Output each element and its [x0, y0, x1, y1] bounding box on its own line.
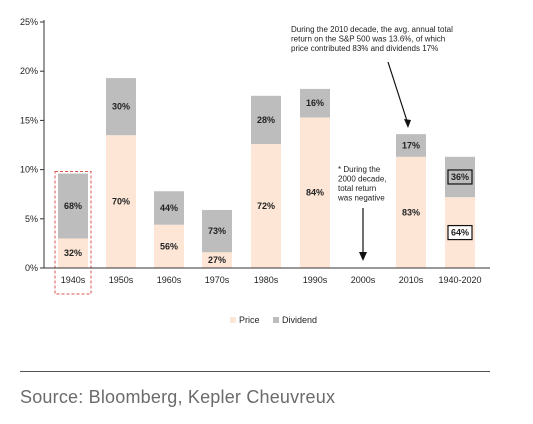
highlight-box [54, 171, 92, 295]
data-label-price: 27% [208, 255, 226, 265]
data-label-dividend: 68% [64, 201, 82, 211]
annotation-2000-line: total return [338, 184, 376, 193]
data-label-dividend: 30% [112, 102, 130, 112]
bar-dividend [106, 78, 136, 136]
legend-swatch [273, 317, 279, 323]
x-axis: 1940s 1950s 1960s 1970s 1980s 1990s 2000s 2010s… [44, 267, 490, 285]
bar-dividend [154, 191, 184, 225]
annotation-arrow-2010 [387, 61, 409, 125]
annotation-2000-line: * During the [338, 165, 381, 174]
annotation-2000-line: was negative [337, 194, 385, 203]
bar-dividend [300, 88, 330, 118]
data-label-dividend: 36% [451, 172, 469, 182]
x-tick-label: 1990s [303, 275, 328, 285]
y-tick-label: 0% [25, 263, 38, 273]
bar-dividend [445, 156, 475, 198]
y-tick-label: 5% [25, 214, 38, 224]
x-tick-label: 2000s [351, 275, 376, 285]
data-label-price: 72% [257, 201, 275, 211]
legend-swatch [230, 317, 236, 323]
data-label-dividend: 17% [402, 140, 420, 150]
legend: Price Dividend [230, 315, 317, 325]
annotations: During the 2010 decade, the avg. annual … [291, 25, 453, 261]
y-tick-label: 20% [20, 66, 38, 76]
x-tick-label: 1980s [254, 275, 279, 285]
x-tick-label: 1940s [61, 275, 86, 285]
label-box [447, 224, 473, 241]
bar-dividend [396, 134, 426, 157]
legend-label: Dividend [282, 315, 317, 325]
arrowhead-icon [404, 119, 411, 128]
data-label-price: 70% [112, 197, 130, 207]
annotation-2000-line: 2000 decade, [338, 175, 387, 184]
annotation-2010-line: return on the S&P 500 was 13.6%, of whic… [291, 35, 445, 44]
bar-price [58, 238, 88, 268]
legend-label: Price [239, 315, 260, 325]
data-label-price: 56% [160, 241, 178, 251]
bar-dividend [251, 95, 281, 145]
annotation-2010-line: price contributed 83% and dividends 17% [291, 44, 438, 53]
bar-price [251, 144, 281, 268]
data-label-price: 32% [64, 248, 82, 258]
bar-price [300, 117, 330, 268]
data-label-price: 64% [451, 228, 469, 238]
annotation-2010-line: During the 2010 decade, the avg. annual … [291, 25, 453, 34]
data-label-dividend: 73% [208, 226, 226, 236]
data-label-dividend: 44% [160, 203, 178, 213]
arrowhead-icon [359, 252, 367, 261]
x-tick-label: 1970s [205, 275, 230, 285]
x-tick-label: 2010s [399, 275, 424, 285]
stacked-bar-chart: 0% 5% 10% 15% 20% 25% 68% 32% 30% 70% 44% 56% 73% 27… [20, 17, 490, 325]
data-label-dividend: 16% [306, 98, 324, 108]
data-label-price: 84% [306, 188, 324, 198]
bar-price [202, 252, 232, 268]
bar-price [154, 224, 184, 268]
data-label-dividend: 28% [257, 115, 275, 125]
y-tick-label: 10% [20, 165, 38, 175]
x-tick-label: 1940-2020 [438, 275, 481, 285]
y-axis: 0% 5% 10% 15% 20% 25% [20, 17, 45, 273]
data-label-price: 83% [402, 207, 420, 217]
source-text: Source: Bloomberg, Kepler Cheuvreux [20, 387, 336, 407]
y-tick-label: 15% [20, 115, 38, 125]
bar-price [106, 135, 136, 268]
bar-price [396, 156, 426, 268]
bar-dividend [58, 173, 88, 239]
bars: 68% 32% 30% 70% 44% 56% 73% 27% 28% 72% 16% 84% 17% 8… [54, 78, 475, 295]
bar-dividend [202, 209, 232, 253]
source-divider [20, 371, 490, 372]
y-tick-label: 25% [20, 17, 38, 27]
x-tick-label: 1950s [109, 275, 134, 285]
label-box [447, 169, 473, 185]
x-tick-label: 1960s [157, 275, 182, 285]
